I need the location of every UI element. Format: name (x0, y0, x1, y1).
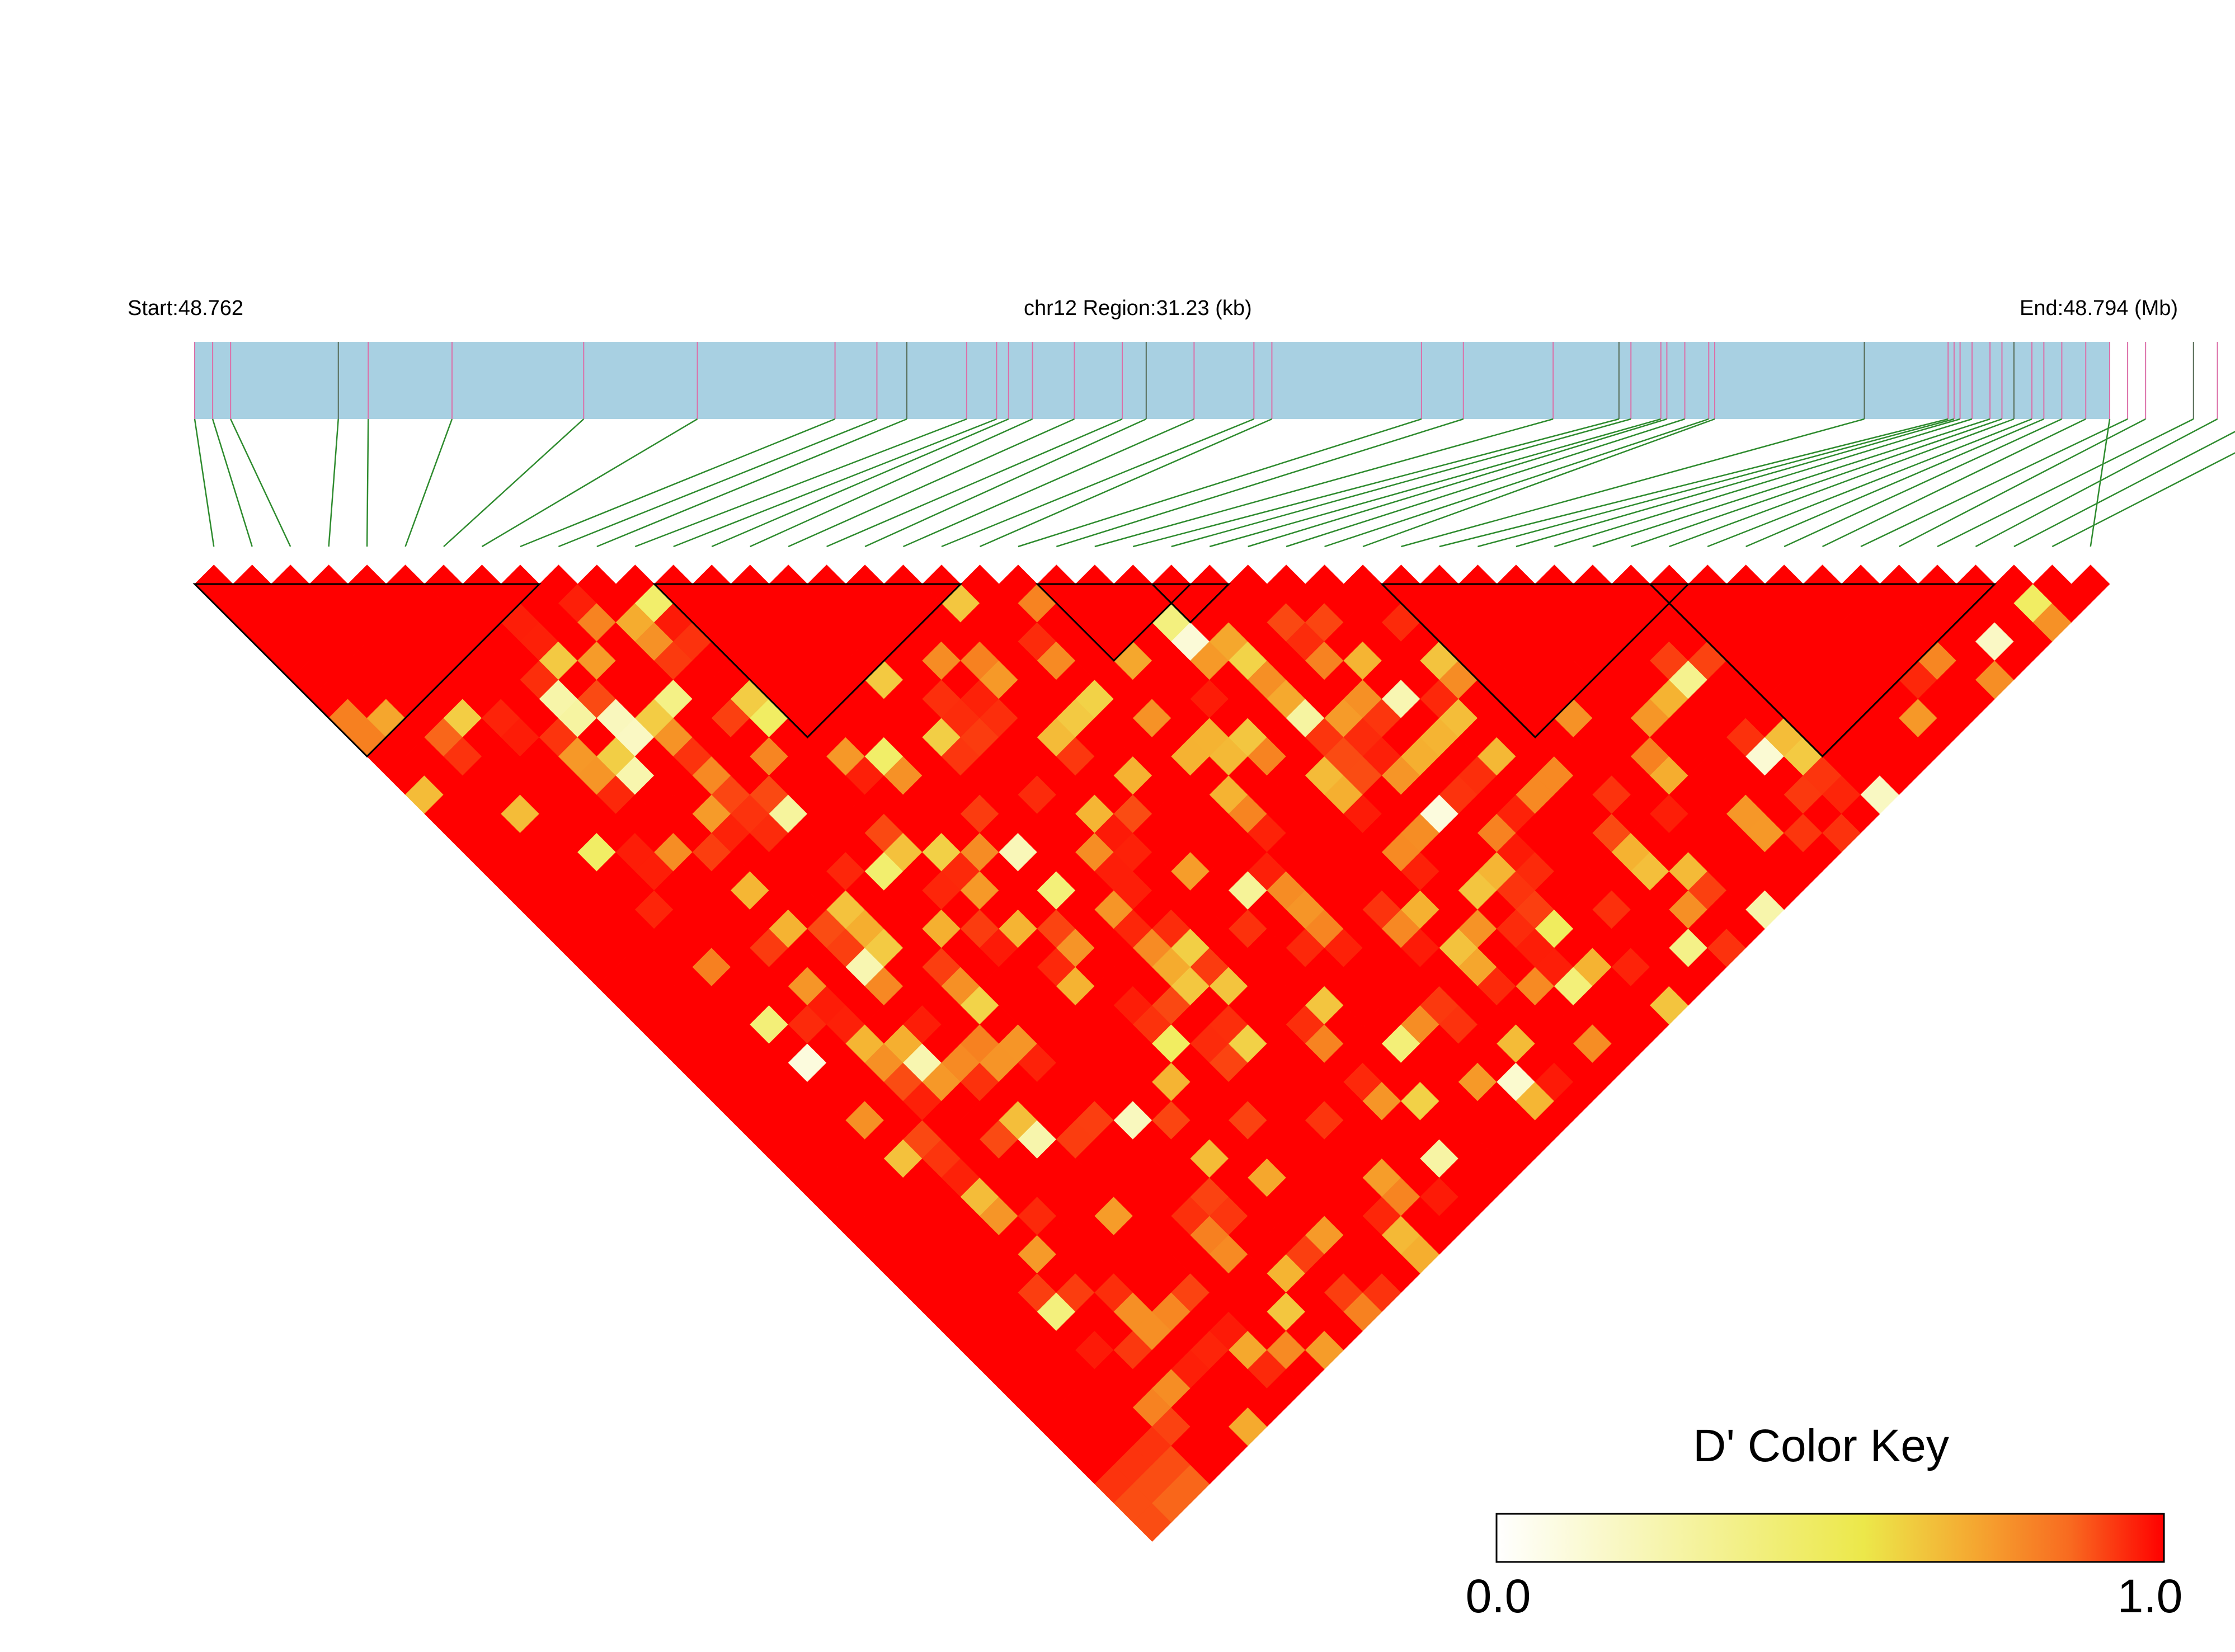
snp-connector-line (1056, 418, 1464, 548)
color-key-title: D' Color Key (1693, 1420, 1949, 1471)
snp-connector-line (903, 418, 1194, 548)
snp-connector-line (1784, 418, 2062, 548)
snp-connector-line (1324, 418, 1709, 548)
snp-connector-line (404, 418, 453, 547)
start-label: Start:48.762 (128, 296, 243, 320)
snp-connector-line (366, 418, 369, 547)
haplotype-block-outline (652, 583, 963, 738)
snp-connector-line (1975, 418, 2218, 548)
snp-connector-line (1286, 418, 1685, 548)
ld-cell (2071, 564, 2110, 604)
snp-connector-line (520, 418, 836, 548)
snp-connector-line (1898, 418, 2146, 548)
snp-connector-line (634, 418, 967, 548)
snp-connector-line (328, 418, 339, 547)
region-label: chr12 Region:31.23 (kb) (1024, 296, 1252, 320)
snp-connector-line (443, 418, 585, 547)
snp-connector-line (2090, 418, 2111, 547)
snp-connector-line (1171, 418, 1631, 548)
haplotype-block-outline (1035, 583, 1193, 662)
snp-connector-line (1362, 418, 1715, 548)
region-track (195, 342, 2110, 419)
snp-connector-line (1516, 418, 1960, 548)
haplotype-block-outline (1150, 583, 1231, 624)
haplotype-block-outlines (192, 583, 1997, 758)
snp-connector-line (1478, 418, 1955, 548)
snp-connector-line (826, 418, 1123, 548)
snp-connector-line (1937, 418, 2194, 548)
snp-connector-line (788, 418, 1075, 548)
snp-connector-line (1209, 418, 1662, 548)
ld-cells (194, 564, 2110, 1542)
snp-connector-line (230, 418, 291, 547)
haplotype-block-outline (1380, 583, 1691, 738)
snp-connector-line (673, 418, 997, 548)
snp-connector-line (1248, 418, 1667, 548)
color-key-min-label: 0.0 (1466, 1570, 1531, 1622)
snp-connector-line (1860, 418, 2128, 548)
snp-connector-line (979, 418, 1272, 548)
snp-connector-line (1554, 418, 1973, 548)
snp-connector-line (1592, 418, 1991, 548)
snp-connector-line (941, 418, 1254, 548)
snp-connector-line (1707, 418, 2032, 548)
snp-connector-lines (194, 418, 2235, 548)
snp-connector-line (1669, 418, 2015, 548)
snp-connector-line (481, 418, 698, 548)
snp-connector-line (1132, 418, 1620, 548)
snp-connector-line (1630, 418, 2002, 548)
snp-connector-line (1822, 418, 2086, 548)
end-label: End:48.794 (Mb) (2020, 296, 2178, 320)
snp-connector-line (1018, 418, 1422, 548)
snp-track-ticks (194, 342, 2218, 419)
snp-connector-line (2013, 431, 2235, 548)
snp-connector-line (1094, 418, 1554, 548)
snp-connector-line (1401, 418, 1865, 548)
color-key-bar (1495, 1513, 2165, 1563)
snp-connector-line (864, 418, 1147, 548)
haplotype-block-outline (192, 583, 542, 758)
color-key-max-label: 1.0 (2118, 1570, 2183, 1622)
snp-connector-line (1745, 418, 2044, 548)
snp-connector-line (711, 418, 1009, 548)
snp-connector-line (1439, 418, 1949, 548)
snp-connector-line (194, 418, 215, 547)
snp-connector-line (750, 418, 1033, 548)
snp-connector-line (2052, 452, 2235, 548)
snp-connector-line (211, 418, 253, 547)
haplotype-block-outline (1648, 583, 1997, 758)
snp-connector-line (596, 418, 907, 548)
snp-connector-line (558, 418, 877, 548)
